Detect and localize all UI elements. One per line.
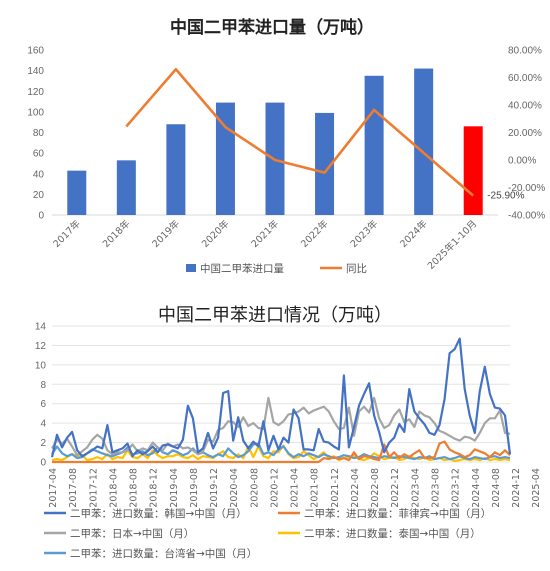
right-tick-label: 40.00% [508,101,542,112]
legend-label: 中国二甲苯进口量 [200,262,284,275]
left-tick-label: 140 [27,66,44,77]
x-tick-label: 2017-08 [68,468,79,508]
y-tick-label: 2 [40,438,46,449]
x-tick-label: 2018-08 [129,468,140,508]
x-tick-label: 2017-04 [48,468,59,508]
import-bar [67,170,87,215]
x-tick-label: 2020-08 [249,468,260,508]
import-bar [166,124,186,215]
x-tick-label: 2021-12 [330,468,341,508]
x-tick-label: 2017-12 [88,468,99,508]
x-tick-label: 2019-04 [169,468,180,508]
series-line [51,396,511,457]
y-tick-label: 6 [40,399,46,410]
left-tick-label: 160 [27,46,44,57]
x-tick-label: 2023年 [348,217,381,250]
x-tick-label: 2024年 [397,217,430,250]
x-tick-label: 2018年 [100,217,133,250]
left-tick-label: 120 [27,87,44,98]
x-tick-label: 2021-08 [310,468,321,508]
left-tick-label: 20 [33,190,45,201]
left-tick-label: 100 [27,107,44,118]
right-tick-label: 20.00% [508,128,542,139]
y-tick-label: 8 [40,380,46,391]
x-tick-label: 2021-04 [290,468,301,508]
x-tick-label: 2019-12 [209,468,220,508]
y-tick-label: 12 [35,341,47,352]
right-tick-label: -40.00% [508,211,545,222]
y-tick-label: 14 [35,322,47,333]
chart2-legend: 二甲苯：进口数量：韩国→中国（月） 二甲苯：进口数量：菲律宾→中国（月） 二甲苯：日… [44,507,491,560]
legend-label: 二甲苯：进口数量：台湾省→中国（月） [70,547,257,560]
legend-label: 二甲苯：日本→中国（月） [70,527,194,540]
x-tick-label: 2024-12 [511,468,522,508]
chart2-series-lines [50,337,512,464]
left-tick-label: 60 [33,149,45,160]
left-tick-label: 0 [38,211,44,222]
legend-label: 同比 [346,262,367,275]
right-tick-label: -20.00% [508,183,545,194]
left-tick-label: 80 [33,128,45,139]
import-bar [364,75,384,215]
legend-swatch-bar [186,264,196,272]
x-tick-label: 2023-12 [451,468,462,508]
x-tick-label: 2022年 [298,217,331,250]
chart2-x-axis: 2017-04 2017-08 2017-12 2018-04 2018-08 2018-… [48,468,542,508]
chart1-bars [67,68,483,215]
x-tick-label: 2025-04 [531,468,542,508]
chart1-right-axis: -40.00% -20.00% 0.00% 20.00% 40.00% 60.00% 80.… [508,46,545,222]
series-line [52,440,511,464]
x-tick-label: 2019-08 [189,468,200,508]
x-tick-label: 2019年 [150,217,183,250]
chart2-y-axis: 0 2 4 6 8 10 12 14 [35,322,47,469]
import-bar [414,68,434,215]
x-tick-label: 2021年 [249,217,282,250]
chart1-title: 中国二甲苯进口量（万吨） [170,17,374,38]
x-tick-label: 2020年 [199,217,232,250]
chart2-title: 中国二甲苯进口情况（万吨） [158,305,392,326]
x-tick-label: 2025年1-10月 [425,218,479,272]
right-tick-label: 0.00% [508,156,536,167]
import-bar [463,126,483,215]
import-bar [315,112,335,215]
x-tick-label: 2023-08 [431,468,442,508]
chart1-yoy-line [125,67,475,197]
x-tick-label: 2024-04 [471,468,482,508]
x-tick-label: 2023-04 [410,468,421,508]
y-tick-label: 10 [35,360,47,371]
import-bar [116,160,136,215]
x-tick-label: 2022-12 [390,468,401,508]
x-tick-label: 2020-04 [229,468,240,508]
x-tick-label: 2024-08 [491,468,502,508]
right-tick-label: 60.00% [508,73,542,84]
y-tick-label: 4 [40,419,46,430]
y-tick-label: 0 [40,458,46,469]
series-line [50,337,512,458]
right-tick-label: 80.00% [508,46,542,57]
legend-label: 二甲苯：进口数量：韩国→中国（月） [70,507,247,520]
chart1-left-axis: 0 20 40 60 80 100 120 140 160 [27,46,44,222]
chart1-legend: 中国二甲苯进口量 同比 [186,262,367,275]
yoy-data-label: -25.90% [487,191,524,202]
x-tick-label: 2018-04 [108,468,119,508]
x-tick-label: 2018-12 [149,468,160,508]
legend-label: 二甲苯：进口数量：菲律宾→中国（月） [304,507,491,520]
x-tick-label: 2017年 [51,217,84,250]
chart1-data-label: -25.90% [487,191,524,202]
legend-label: 二甲苯：进口数量：泰国→中国（月） [304,527,481,540]
x-tick-label: 2022-04 [350,468,361,508]
x-tick-label: 2022-08 [370,468,381,508]
left-tick-label: 40 [33,169,45,180]
yoy-line [125,67,475,197]
x-tick-label: 2020-12 [269,468,280,508]
